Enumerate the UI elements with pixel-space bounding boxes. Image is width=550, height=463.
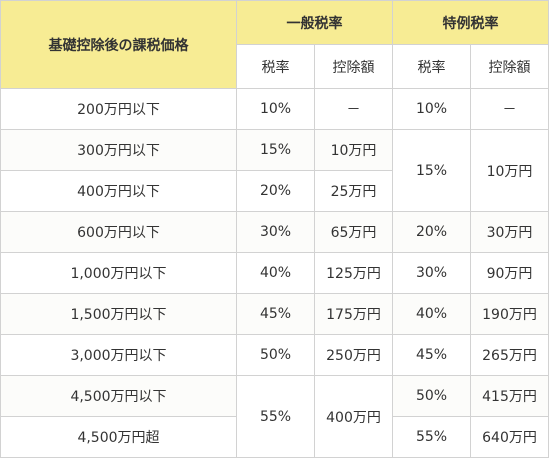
price-cell: 400万円以下 — [0, 170, 237, 212]
price-cell: 300万円以下 — [0, 129, 237, 171]
special-rate-header: 特例税率 — [392, 0, 549, 45]
special-rate-cell: 45% — [392, 334, 471, 376]
price-cell: 3,000万円以下 — [0, 334, 237, 376]
table-row: 4,500万円以下 55% 400万円 50% 415万円 — [0, 375, 549, 458]
price-cell: 1,500万円以下 — [0, 293, 237, 335]
general-deduction-subheader: 控除額 — [314, 44, 393, 89]
special-rate-cell: 55% — [392, 416, 471, 458]
header-row-1: 基礎控除後の課税価格 一般税率 特例税率 — [0, 0, 549, 89]
special-deduction-cell: 190万円 — [470, 293, 549, 335]
table-row: 4,500万円超 55% 640万円 — [0, 416, 549, 458]
special-deduction-cell: 30万円 — [470, 211, 549, 253]
special-rate-cell: 40% — [392, 293, 471, 335]
general-deduction-cell: 175万円 — [314, 293, 393, 335]
special-rate-cell: 20% — [392, 211, 471, 253]
general-rate-header: 一般税率 — [236, 0, 393, 45]
general-rate-cell: 15% — [236, 129, 315, 171]
general-deduction-cell: － — [314, 88, 393, 130]
general-rate-subheader: 税率 — [236, 44, 315, 89]
price-cell: 1,000万円以下 — [0, 252, 237, 294]
table-row: 1,500万円以下 45% 175万円 40% 190万円 — [0, 293, 549, 335]
general-deduction-cell: 25万円 — [314, 170, 393, 212]
special-deduction-cell: － — [470, 88, 549, 130]
general-deduction-cell: 400万円 — [314, 375, 393, 458]
table-row: 200万円以下 10% － 10% － — [0, 88, 549, 130]
table-row: 600万円以下 30% 65万円 20% 30万円 — [0, 211, 549, 253]
table-row: 3,000万円以下 50% 250万円 45% 265万円 — [0, 334, 549, 376]
special-rate-cell: 10% — [392, 88, 471, 130]
special-deduction-cell: 90万円 — [470, 252, 549, 294]
special-deduction-cell: 640万円 — [470, 416, 549, 458]
general-deduction-cell: 250万円 — [314, 334, 393, 376]
general-rate-cell: 20% — [236, 170, 315, 212]
special-rate-subheader: 税率 — [392, 44, 471, 89]
general-deduction-cell: 10万円 — [314, 129, 393, 171]
price-cell: 4,500万円以下 — [0, 375, 237, 417]
table-row: 400万円以下 20% 25万円 — [0, 170, 549, 212]
special-deduction-cell: 415万円 — [470, 375, 549, 417]
price-cell: 600万円以下 — [0, 211, 237, 253]
general-rate-cell: 45% — [236, 293, 315, 335]
price-header: 基礎控除後の課税価格 — [0, 0, 237, 89]
general-rate-cell: 50% — [236, 334, 315, 376]
general-deduction-cell: 65万円 — [314, 211, 393, 253]
price-cell: 4,500万円超 — [0, 416, 237, 458]
general-rate-cell: 10% — [236, 88, 315, 130]
general-rate-cell: 40% — [236, 252, 315, 294]
special-rate-cell: 30% — [392, 252, 471, 294]
special-deduction-cell: 265万円 — [470, 334, 549, 376]
general-deduction-cell: 125万円 — [314, 252, 393, 294]
special-deduction-subheader: 控除額 — [470, 44, 549, 89]
special-rate-cell: 50% — [392, 375, 471, 417]
header-row-2: 税率 控除額 税率 控除額 — [1, 44, 549, 89]
special-rate-cell: 15% — [392, 129, 471, 212]
general-rate-cell: 55% — [236, 375, 315, 458]
general-rate-cell: 30% — [236, 211, 315, 253]
price-cell: 200万円以下 — [0, 88, 237, 130]
table-row: 300万円以下 15% 10万円 15% 10万円 — [0, 129, 549, 212]
table-row: 1,000万円以下 40% 125万円 30% 90万円 — [0, 252, 549, 294]
special-deduction-cell: 10万円 — [470, 129, 549, 212]
